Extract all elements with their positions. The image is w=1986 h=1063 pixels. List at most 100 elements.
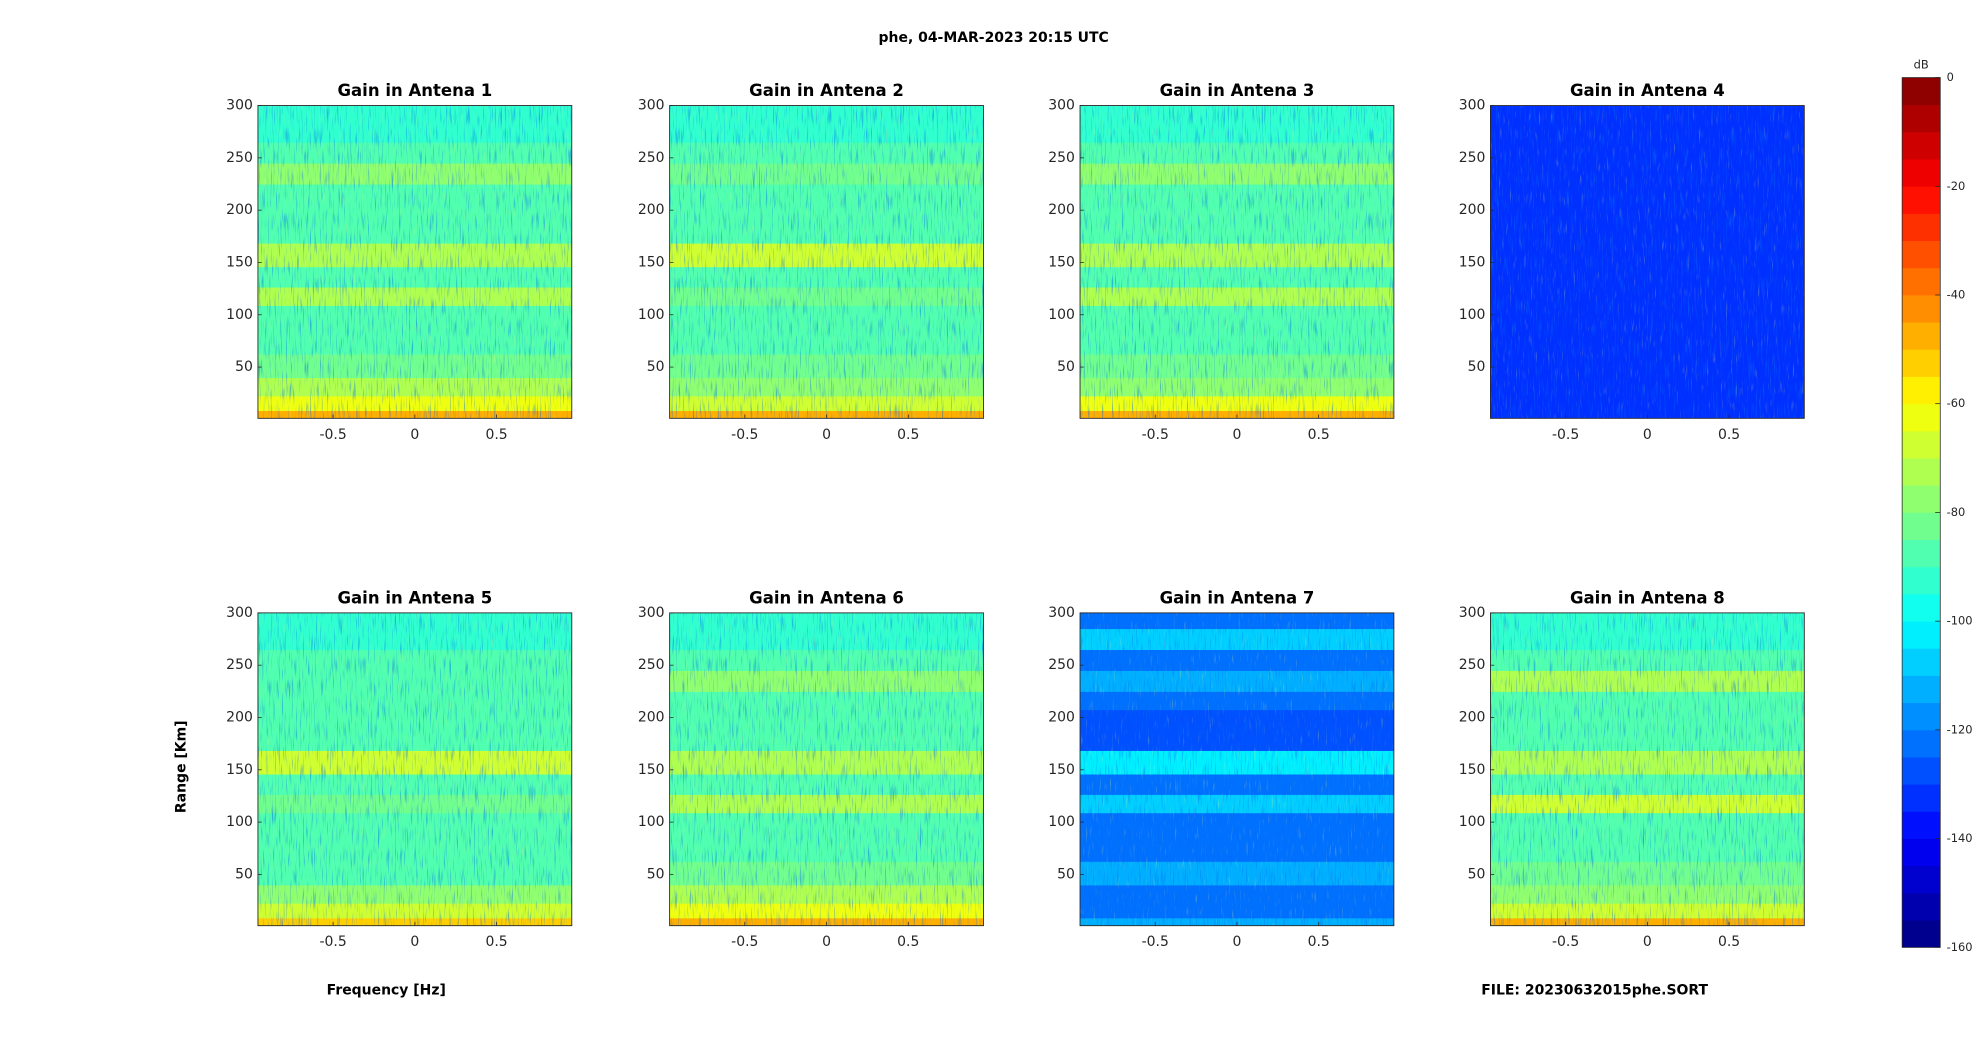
panel: Gain in Antena 2 50 100 150 200 250 300 -0.5 0 0.… <box>638 81 984 443</box>
colorbar-segment <box>1902 349 1941 377</box>
y-tick-label: 200 <box>1459 202 1486 218</box>
texture <box>1080 105 1394 419</box>
colorbar-segment <box>1902 159 1941 187</box>
y-tick-label: 250 <box>226 657 253 673</box>
colorbar-segment <box>1902 892 1941 921</box>
colorbar-segment <box>1902 539 1941 568</box>
y-tick-label: 300 <box>1459 605 1486 621</box>
y-axis-label: Range [Km] <box>174 720 190 813</box>
y-tick-label: 300 <box>638 605 665 621</box>
colorbar-segment <box>1902 294 1941 323</box>
y-tick-label: 150 <box>226 762 253 778</box>
panel-title: Gain in Antena 2 <box>749 81 904 100</box>
y-tick-label: 300 <box>1459 98 1486 114</box>
y-tick-label: 50 <box>1468 866 1486 882</box>
colorbar-segment <box>1902 784 1941 812</box>
x-tick-label: 0 <box>822 427 831 443</box>
heatmap <box>1490 612 1805 926</box>
texture <box>669 612 984 926</box>
y-tick-label: 150 <box>226 254 253 270</box>
heatmap <box>257 612 572 926</box>
panel: Gain in Antena 3 50 100 150 200 250 300 -0.5 0 0.… <box>1048 81 1395 443</box>
figure-title: phe, 04-MAR-2023 20:15 UTC <box>879 30 1109 46</box>
texture <box>669 105 984 419</box>
y-tick-label: 100 <box>1048 307 1075 323</box>
y-tick-label: 250 <box>1459 657 1486 673</box>
colorbar-segment <box>1902 566 1941 595</box>
panel: Gain in Antena 6 50 100 150 200 250 300 -0.5 0 0.… <box>638 588 984 950</box>
y-tick-label: 200 <box>638 709 665 725</box>
colorbar-tick-label: -40 <box>1947 287 1966 301</box>
y-tick-label: 200 <box>638 202 665 218</box>
panel: Gain in Antena 1 50 100 150 200 250 300 -0.5 0 0.… <box>226 81 573 443</box>
y-tick-label: 100 <box>1048 814 1075 830</box>
y-tick-label: 300 <box>1048 98 1075 114</box>
y-tick-label: 250 <box>638 657 665 673</box>
texture <box>257 105 572 419</box>
texture <box>1490 612 1805 926</box>
colorbar-segment <box>1902 920 1941 948</box>
y-tick-label: 250 <box>1048 657 1075 673</box>
x-tick-label: 0 <box>410 427 419 443</box>
panel-title: Gain in Antena 4 <box>1570 81 1725 100</box>
panel-title: Gain in Antena 8 <box>1570 588 1725 607</box>
y-tick-label: 250 <box>226 150 253 166</box>
colorbar-segment <box>1902 376 1941 405</box>
y-tick-label: 200 <box>226 709 253 725</box>
colorbar-tick-label: 0 <box>1947 70 1954 84</box>
x-tick-label: 0.5 <box>485 934 507 950</box>
heatmap <box>669 105 984 419</box>
colorbar-tick-label: -100 <box>1947 614 1973 628</box>
colorbar-segment <box>1902 131 1941 160</box>
colorbar-tick-label: -140 <box>1947 831 1973 845</box>
y-tick-label: 300 <box>638 98 665 114</box>
y-tick-label: 300 <box>226 605 253 621</box>
x-tick-label: 0.5 <box>897 427 919 443</box>
y-tick-label: 100 <box>226 814 253 830</box>
x-tick-label: 0 <box>1233 427 1242 443</box>
heatmap <box>1080 105 1394 419</box>
y-tick-label: 200 <box>226 202 253 218</box>
colorbar-segment <box>1902 648 1941 676</box>
x-tick-label: 0 <box>1643 934 1652 950</box>
y-tick-label: 100 <box>638 814 665 830</box>
panel: Gain in Antena 5 50 100 150 200 250 300 -0.5 0 0.… <box>226 588 573 950</box>
y-tick-label: 150 <box>638 254 665 270</box>
panel-title: Gain in Antena 5 <box>337 588 492 607</box>
y-tick-label: 50 <box>1057 866 1075 882</box>
colorbar-segment <box>1902 729 1941 758</box>
heatmap <box>669 612 984 926</box>
y-tick-label: 300 <box>1048 605 1075 621</box>
x-tick-label: 0.5 <box>1718 934 1740 950</box>
colorbar-segment <box>1902 403 1941 432</box>
colorbar-segment <box>1902 865 1941 894</box>
colorbar-segment <box>1902 621 1941 649</box>
colorbar-segment <box>1902 77 1941 106</box>
colorbar-segment <box>1902 322 1941 350</box>
x-tick-label: -0.5 <box>1142 934 1169 950</box>
colorbar-label: dB <box>1914 57 1929 71</box>
y-tick-label: 200 <box>1459 709 1486 725</box>
heatmap <box>1080 612 1394 926</box>
colorbar-tick-label: -120 <box>1947 722 1973 736</box>
x-tick-label: -0.5 <box>1142 427 1169 443</box>
y-tick-label: 150 <box>1459 254 1486 270</box>
x-tick-label: 0 <box>1233 934 1242 950</box>
panel-title: Gain in Antena 7 <box>1160 588 1315 607</box>
y-tick-label: 50 <box>235 866 253 882</box>
panel: Gain in Antena 7 50 100 150 200 250 300 -0.5 0 0.… <box>1048 588 1395 950</box>
colorbar-segment <box>1902 757 1941 785</box>
y-tick-label: 200 <box>1048 202 1075 218</box>
colorbar-tick-label: -160 <box>1947 940 1973 954</box>
x-tick-label: 0 <box>410 934 419 950</box>
x-tick-label: 0 <box>822 934 831 950</box>
x-tick-label: 0.5 <box>897 934 919 950</box>
colorbar-segment <box>1902 104 1941 133</box>
colorbar-segment <box>1902 811 1941 839</box>
y-tick-label: 250 <box>1459 150 1486 166</box>
y-tick-label: 150 <box>1048 254 1075 270</box>
colorbar-segment <box>1902 675 1941 704</box>
colorbar-segment <box>1902 458 1941 486</box>
colorbar-segment <box>1902 186 1941 214</box>
